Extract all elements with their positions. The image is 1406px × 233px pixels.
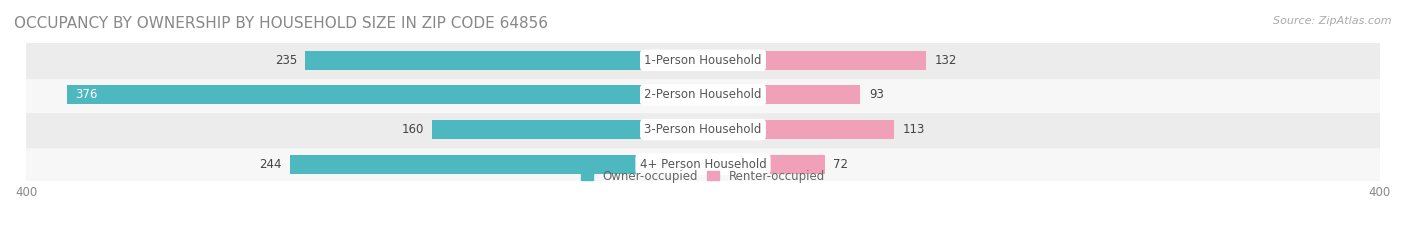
Text: 3-Person Household: 3-Person Household [644,123,762,136]
Text: 235: 235 [274,54,297,67]
Legend: Owner-occupied, Renter-occupied: Owner-occupied, Renter-occupied [581,170,825,182]
Bar [290,155,703,174]
Text: OCCUPANCY BY OWNERSHIP BY HOUSEHOLD SIZE IN ZIP CODE 64856: OCCUPANCY BY OWNERSHIP BY HOUSEHOLD SIZE… [14,16,548,31]
Bar [27,78,1379,112]
Text: 1-Person Household: 1-Person Household [644,54,762,67]
Text: 160: 160 [402,123,423,136]
Text: 2-Person Household: 2-Person Household [644,88,762,101]
Text: 113: 113 [903,123,925,136]
Text: 72: 72 [834,158,848,171]
Text: 244: 244 [259,158,281,171]
Bar [703,51,927,70]
Text: 93: 93 [869,88,884,101]
Bar [27,112,1379,147]
Bar [27,43,1379,78]
Text: 4+ Person Household: 4+ Person Household [640,158,766,171]
Text: 132: 132 [935,54,957,67]
Text: Source: ZipAtlas.com: Source: ZipAtlas.com [1274,16,1392,26]
Bar [432,120,703,139]
Bar [305,51,703,70]
Text: 376: 376 [75,88,97,101]
Bar [27,147,1379,182]
Bar [66,85,703,104]
Bar [703,155,825,174]
Bar [703,120,894,139]
Bar [703,85,860,104]
